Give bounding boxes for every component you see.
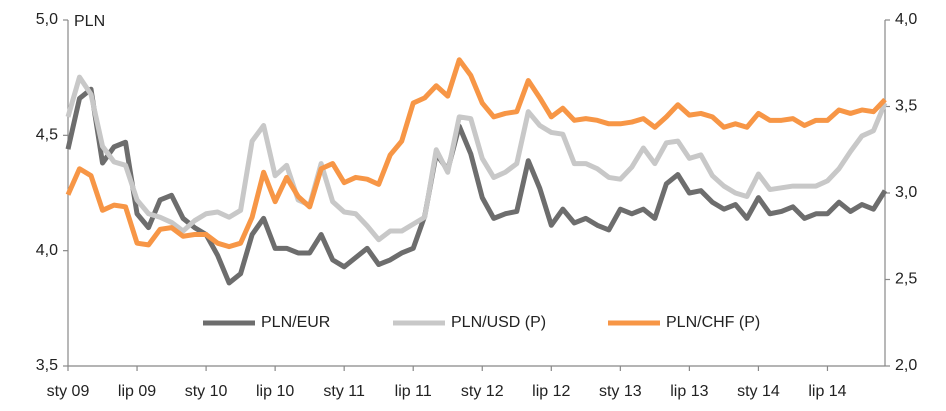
y2-tick-label: 4,0	[895, 11, 917, 28]
legend-label: PLN/EUR	[261, 314, 330, 331]
line-series	[65, 74, 888, 243]
x-tick-label: lip 09	[118, 383, 156, 400]
y-axis-label: PLN	[74, 13, 105, 30]
x-tick-label: sty 14	[737, 383, 780, 400]
y-tick-label: 5,0	[36, 11, 58, 28]
y-tick-label: 4,5	[36, 127, 58, 144]
y2-tick-label: 2,5	[895, 271, 917, 288]
x-tick-label: lip 13	[670, 383, 708, 400]
y-tick-label: 3,5	[36, 357, 58, 374]
y-tick-label: 4,0	[36, 242, 58, 259]
y2-tick-label: 3,0	[895, 184, 917, 201]
legend-label: PLN/CHF (P)	[666, 314, 760, 331]
x-tick-label: sty 12	[461, 383, 504, 400]
y2-tick-label: 3,5	[895, 98, 917, 115]
x-tick-label: lip 12	[532, 383, 570, 400]
line-series	[65, 57, 887, 250]
x-tick-label: sty 11	[323, 383, 365, 400]
x-tick-label: sty 13	[599, 383, 642, 400]
legend-label: PLN/USD (P)	[451, 314, 546, 331]
x-tick-label: sty 10	[185, 383, 228, 400]
x-tick-label: lip 14	[808, 383, 846, 400]
x-tick-label: lip 10	[256, 383, 294, 400]
y2-tick-label: 2,0	[895, 357, 917, 374]
x-tick-label: sty 09	[47, 383, 90, 400]
x-tick-label: lip 11	[395, 383, 432, 400]
